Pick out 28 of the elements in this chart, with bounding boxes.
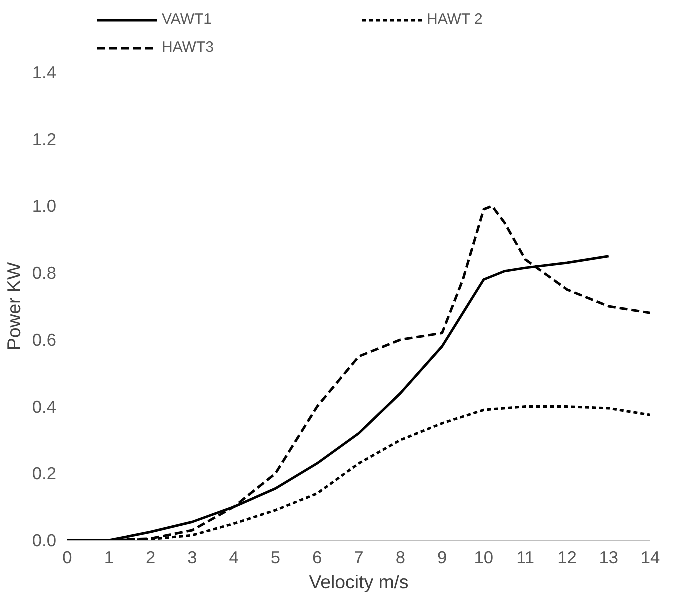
x-tick-label: 9	[437, 548, 448, 568]
x-tick-label: 8	[396, 548, 406, 568]
y-tick-label: 0.4	[32, 396, 57, 417]
x-tick-label: 5	[270, 548, 281, 568]
legend-label: HAWT3	[162, 39, 214, 56]
y-tick-label: 0.8	[32, 263, 57, 284]
y-axis-title: Power KW	[3, 262, 24, 351]
x-tick-label: 2	[146, 548, 156, 568]
y-tick-label: 1.2	[32, 129, 57, 150]
legend-label: VAWT1	[162, 11, 212, 28]
x-axis-title: Velocity m/s	[309, 572, 409, 592]
x-tick-label: 13	[599, 548, 618, 568]
y-tick-label: 0.0	[32, 530, 57, 550]
x-tick-label: 14	[640, 548, 660, 568]
x-tick-label: 4	[229, 548, 240, 568]
x-tick-label: 11	[516, 548, 535, 568]
x-tick-label: 7	[354, 548, 364, 568]
y-tick-label: 0.6	[32, 330, 57, 350]
x-tick-label: 6	[312, 548, 322, 568]
y-tick-label: 1.0	[32, 196, 57, 216]
legend-label: HAWT 2	[427, 11, 483, 28]
x-tick-label: 12	[558, 548, 577, 568]
x-tick-label: 0	[62, 548, 72, 568]
x-tick-label: 1	[104, 548, 114, 568]
y-tick-label: 1.4	[32, 62, 57, 82]
x-tick-label: 10	[474, 548, 494, 568]
y-tick-label: 0.2	[32, 464, 57, 484]
x-tick-label: 3	[188, 548, 198, 568]
